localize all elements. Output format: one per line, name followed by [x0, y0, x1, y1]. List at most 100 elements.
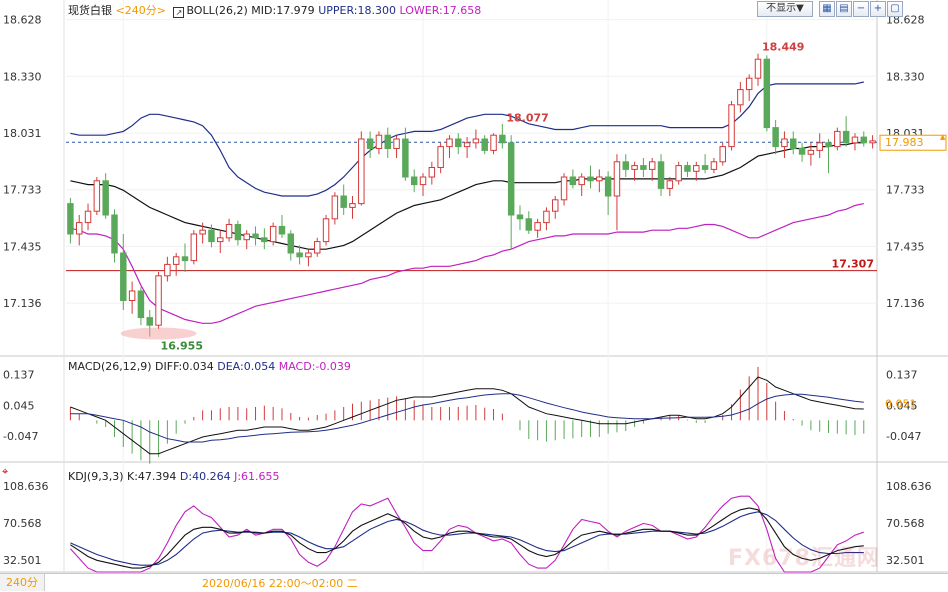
main-left-tick-label: 17.733 [3, 184, 42, 197]
timeframe-selector[interactable]: 240分 [0, 574, 45, 591]
candle-body [657, 161, 665, 189]
candle-body [208, 229, 215, 243]
candle-body [631, 165, 638, 170]
main-right-tick-label: 17.435 [886, 240, 925, 253]
candle-body [199, 229, 206, 235]
macd-right-tick-label: -0.047 [886, 430, 921, 443]
candle-body [375, 134, 383, 149]
candle-body [560, 176, 568, 201]
candle-body [278, 225, 286, 235]
candle-body [737, 89, 744, 106]
candle-body [314, 241, 321, 254]
plus-icon[interactable]: + [870, 1, 886, 17]
candle-body [252, 233, 259, 239]
macd-value: MACD:-0.039 [278, 360, 351, 373]
candle-body [225, 224, 233, 239]
candle-body [684, 165, 691, 172]
candle-body [569, 176, 577, 186]
main-right-tick-label: 17.733 [886, 184, 925, 197]
kdj-d: D:40.264 [179, 470, 231, 483]
candle-body [446, 138, 453, 148]
candle-body [137, 290, 145, 319]
candle-body [437, 146, 444, 169]
candle-body [719, 146, 726, 163]
candle-body [349, 203, 356, 208]
candle-body [587, 176, 594, 182]
kdj-right-tick-label: 108.636 [886, 480, 932, 493]
high-annotation-label: 18.077 [506, 111, 548, 124]
kdj-j: J:61.655 [234, 470, 280, 483]
candle-body [754, 58, 762, 79]
candle-body [393, 138, 400, 149]
candle-body [578, 176, 585, 186]
minus-icon[interactable]: − [853, 1, 869, 17]
current-price-label: 17.983 [885, 136, 924, 149]
period-label[interactable]: <240分> [115, 4, 166, 17]
candle-body [472, 138, 480, 144]
macd-dif-line [70, 376, 864, 455]
main-left-tick-label: 18.628 [3, 14, 42, 27]
tile-icon[interactable]: ▦ [819, 1, 835, 17]
candle-body [287, 233, 295, 254]
hide-dropdown-button[interactable]: 不显示▼ [757, 1, 813, 17]
grid-icon[interactable]: ▤ [836, 1, 852, 17]
candle-body [552, 199, 559, 212]
candle-body [322, 218, 330, 243]
time-axis-bar: 240分 2020/06/16 22:00～02:00 二 [0, 573, 948, 592]
candle-body [366, 138, 374, 149]
boll-legend: 现货白银 <240分> ↗ BOLL(26,2) MID:17.979 UPPER… [68, 2, 481, 18]
candle-body [499, 134, 506, 144]
main-right-tick-label: 17.136 [886, 297, 925, 310]
boll-lower-line [70, 203, 864, 324]
candle-body [710, 161, 718, 170]
candle-body [410, 176, 418, 186]
macd-left-tick-label: -0.047 [3, 430, 38, 443]
candle-body [269, 225, 277, 243]
candle-body [842, 130, 850, 144]
candle-body [869, 140, 876, 144]
candle-body [217, 237, 224, 243]
restore-icon[interactable]: ▢ [887, 1, 903, 17]
candle-body [481, 138, 488, 151]
kdj-d-line [70, 511, 864, 566]
candle-body [296, 252, 303, 258]
candle-body [243, 233, 250, 241]
kdj-k: K:47.394 [127, 470, 177, 483]
symbol-name: 现货白银 [68, 4, 112, 17]
main-right-tick-label: 18.330 [886, 70, 925, 83]
candle-body [790, 138, 797, 149]
candle-body [507, 142, 515, 216]
macd-label: MACD(26,12,9) [68, 360, 152, 373]
main-left-tick-label: 18.330 [3, 70, 42, 83]
crosshair-icon[interactable]: ⌖ [2, 465, 9, 478]
candle-body [860, 136, 868, 144]
current-price-arrow-icon: ▲ [940, 133, 946, 141]
kdj-right-tick-label: 70.568 [886, 517, 925, 530]
candle-body [490, 134, 497, 151]
candle-body [455, 138, 462, 148]
candle-body [763, 58, 771, 129]
support-hline-label: 17.307 [832, 258, 874, 271]
candle-body [543, 210, 550, 224]
boll-upper: UPPER:18.300 [318, 4, 396, 17]
macd-current-label: 0.051 [885, 397, 917, 410]
candle-body [340, 195, 347, 208]
candle-body [745, 77, 753, 91]
candle-body [640, 165, 647, 170]
candle-body [402, 138, 409, 178]
main-left-tick-label: 17.136 [3, 297, 42, 310]
macd-dea: DEA:0.054 [217, 360, 276, 373]
candle-body [772, 127, 779, 148]
candle-body [84, 210, 92, 224]
candle-body [172, 256, 180, 265]
kdj-left-tick-label: 70.568 [3, 517, 42, 530]
candle-body [93, 180, 101, 212]
kdj-k-line [70, 507, 864, 569]
macd-left-tick-label: 0.137 [3, 369, 35, 382]
candle-body [75, 222, 83, 235]
candle-body [781, 138, 788, 148]
boll-mid: MID:17.979 [251, 4, 315, 17]
candle-body [146, 317, 153, 326]
